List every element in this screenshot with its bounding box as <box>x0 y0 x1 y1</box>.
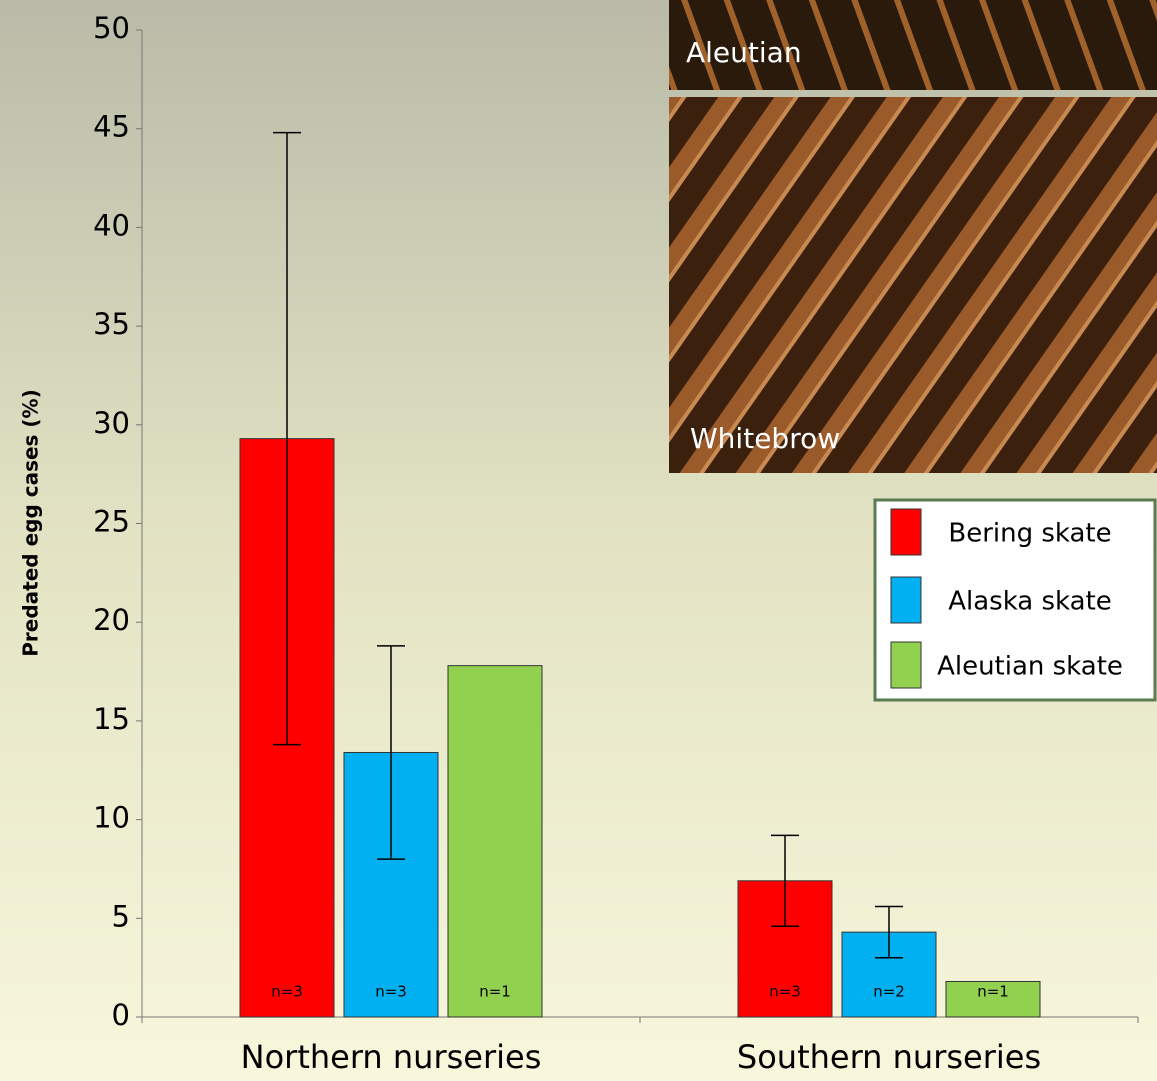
chart: Aleutian Whitebrow Predated egg cases (%… <box>0 0 1157 1081</box>
sample-size-label: n=3 <box>271 983 303 1001</box>
sample-size-label: n=1 <box>479 983 511 1001</box>
sample-size-label: n=3 <box>375 983 407 1001</box>
legend-label: Aleutian skate <box>937 652 1123 682</box>
y-tick-label: 20 <box>93 603 130 637</box>
y-tick-label: 15 <box>93 702 130 736</box>
y-tick-label: 10 <box>93 801 130 835</box>
legend-label: Bering skate <box>948 519 1111 549</box>
x-tick-label: Southern nurseries <box>737 1038 1041 1076</box>
y-tick-label: 45 <box>93 110 130 144</box>
sample-size-label: n=1 <box>977 983 1009 1001</box>
legend-label: Alaska skate <box>948 587 1112 617</box>
legend-swatch <box>891 642 921 688</box>
bar <box>448 666 542 1017</box>
x-tick-label: Northern nurseries <box>241 1038 542 1076</box>
photo-label: Whitebrow <box>690 422 840 455</box>
photo-label: Aleutian <box>686 36 802 69</box>
sample-size-label: n=3 <box>769 983 801 1001</box>
y-tick-label: 50 <box>93 11 130 45</box>
sample-size-label: n=2 <box>873 983 905 1001</box>
photo-whitebrow <box>669 97 1157 473</box>
photo: Aleutian Whitebrow <box>669 0 1157 473</box>
y-tick-label: 0 <box>112 998 130 1032</box>
legend-swatch <box>891 577 921 623</box>
y-axis-label: Predated egg cases (%) <box>19 389 43 656</box>
y-tick-label: 30 <box>93 406 130 440</box>
legend-swatch <box>891 509 921 555</box>
y-tick-label: 40 <box>93 208 130 242</box>
y-tick-label: 5 <box>112 899 130 933</box>
y-tick-label: 25 <box>93 505 130 539</box>
y-tick-label: 35 <box>93 307 130 341</box>
